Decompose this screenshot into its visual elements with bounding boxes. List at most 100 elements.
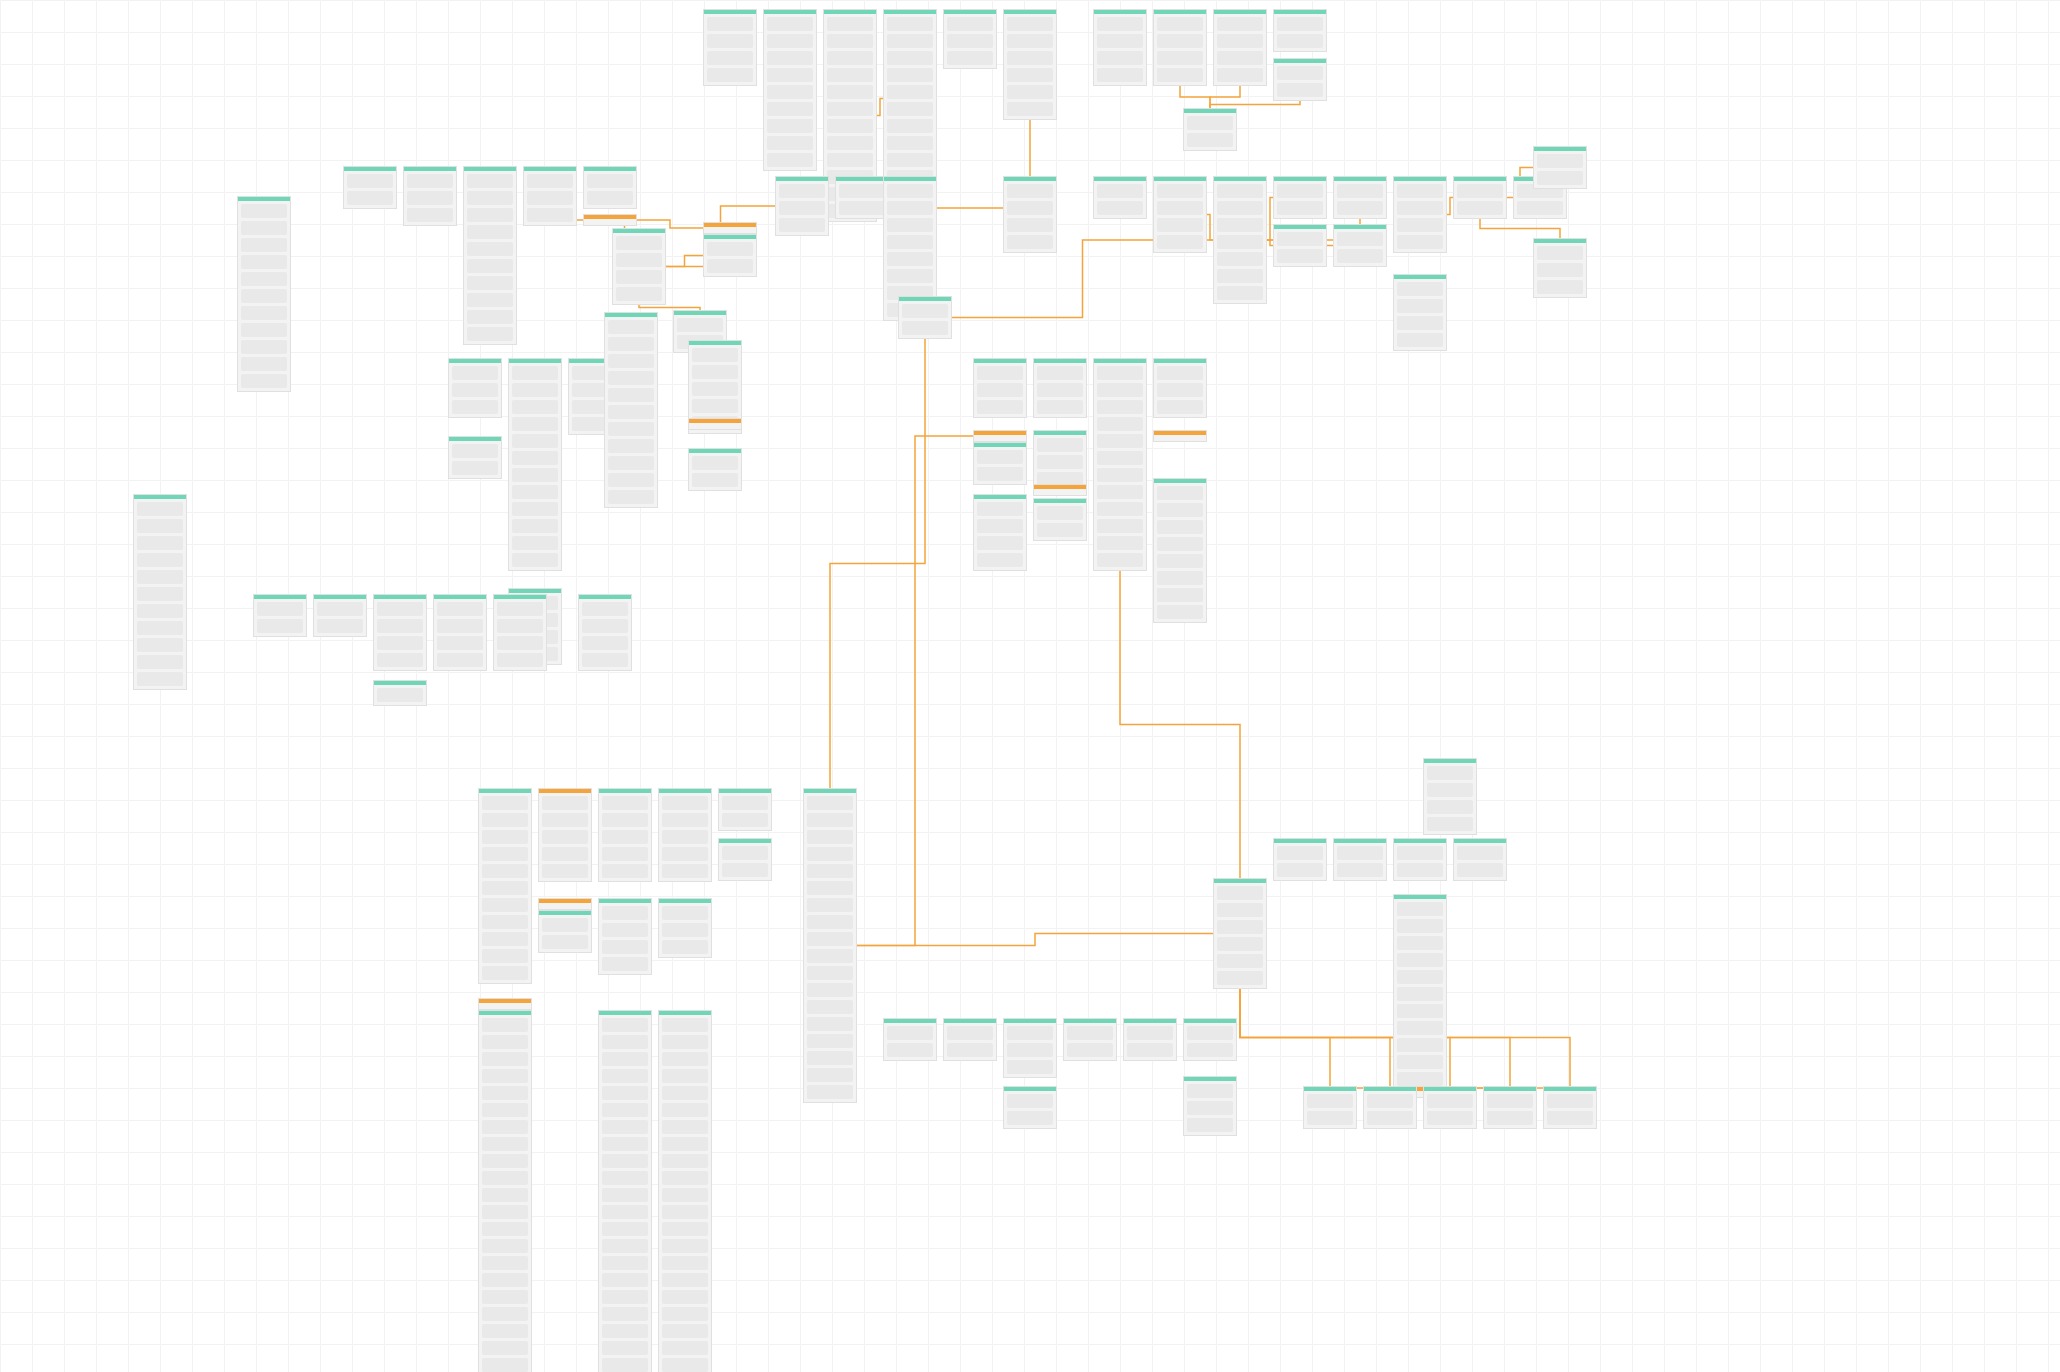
table-node[interactable] — [433, 594, 487, 671]
table-node[interactable] — [1213, 176, 1267, 304]
table-node[interactable] — [1003, 1086, 1057, 1129]
table-node[interactable] — [313, 594, 367, 637]
table-node[interactable] — [1363, 1086, 1417, 1129]
table-node[interactable] — [373, 594, 427, 671]
table-node[interactable] — [898, 296, 952, 339]
table-node[interactable] — [478, 1010, 532, 1372]
table-node[interactable] — [343, 166, 397, 209]
table-node[interactable] — [1453, 838, 1507, 881]
table-node[interactable] — [508, 358, 562, 571]
table-node[interactable] — [598, 1010, 652, 1372]
table-node[interactable] — [1153, 176, 1207, 253]
table-node[interactable] — [1393, 176, 1447, 253]
table-node[interactable] — [1393, 894, 1447, 1090]
table-node[interactable] — [1393, 274, 1447, 351]
table-node[interactable] — [1153, 430, 1207, 442]
table-node[interactable] — [463, 166, 517, 345]
table-node[interactable] — [1213, 878, 1267, 989]
table-node[interactable] — [538, 788, 592, 882]
table-node[interactable] — [775, 176, 829, 236]
diagram-canvas[interactable] — [0, 0, 2060, 1372]
table-node[interactable] — [373, 680, 427, 706]
table-node[interactable] — [1423, 1086, 1477, 1129]
table-node[interactable] — [703, 222, 757, 234]
table-node[interactable] — [133, 494, 187, 690]
table-node[interactable] — [403, 166, 457, 226]
table-node[interactable] — [658, 898, 712, 958]
table-node[interactable] — [448, 436, 502, 479]
table-node[interactable] — [883, 1018, 937, 1061]
table-node[interactable] — [763, 9, 817, 171]
table-node[interactable] — [1273, 9, 1327, 52]
table-node[interactable] — [448, 358, 502, 418]
table-node[interactable] — [1183, 1076, 1237, 1136]
table-node[interactable] — [538, 898, 592, 910]
table-node[interactable] — [1033, 484, 1087, 496]
table-node[interactable] — [1273, 58, 1327, 101]
table-node[interactable] — [1273, 838, 1327, 881]
table-node[interactable] — [1533, 238, 1587, 298]
table-node[interactable] — [658, 1010, 712, 1372]
table-node[interactable] — [1153, 478, 1207, 623]
table-node[interactable] — [973, 430, 1027, 442]
table-node[interactable] — [1183, 108, 1237, 151]
table-node[interactable] — [1033, 498, 1087, 541]
table-node[interactable] — [703, 9, 757, 86]
table-node[interactable] — [1273, 224, 1327, 267]
table-node[interactable] — [1453, 176, 1507, 219]
table-node[interactable] — [1033, 430, 1087, 490]
table-node[interactable] — [1153, 358, 1207, 418]
table-node[interactable] — [598, 898, 652, 975]
table-node[interactable] — [583, 166, 637, 209]
table-node[interactable] — [523, 166, 577, 226]
table-row — [977, 383, 1023, 397]
table-node[interactable] — [1093, 176, 1147, 219]
table-node[interactable] — [1423, 758, 1477, 835]
table-node[interactable] — [1533, 146, 1587, 189]
table-node[interactable] — [1483, 1086, 1537, 1129]
table-node[interactable] — [1543, 1086, 1597, 1129]
table-node[interactable] — [1003, 176, 1057, 253]
table-node[interactable] — [538, 910, 592, 953]
table-node[interactable] — [578, 594, 632, 671]
table-node[interactable] — [1033, 358, 1087, 418]
table-node[interactable] — [718, 838, 772, 881]
table-node[interactable] — [1063, 1018, 1117, 1061]
table-node[interactable] — [688, 418, 742, 430]
table-node[interactable] — [253, 594, 307, 637]
table-node[interactable] — [598, 788, 652, 882]
table-node[interactable] — [883, 9, 937, 188]
table-node[interactable] — [703, 234, 757, 277]
table-node[interactable] — [835, 176, 889, 219]
table-node[interactable] — [478, 788, 532, 984]
table-node[interactable] — [1333, 838, 1387, 881]
table-node[interactable] — [1273, 176, 1327, 219]
table-node[interactable] — [1303, 1086, 1357, 1129]
table-node[interactable] — [1333, 176, 1387, 219]
table-node[interactable] — [1213, 9, 1267, 86]
table-node[interactable] — [973, 442, 1027, 485]
table-node[interactable] — [478, 998, 532, 1010]
table-node[interactable] — [943, 9, 997, 69]
table-node[interactable] — [1003, 1018, 1057, 1078]
table-node[interactable] — [1123, 1018, 1177, 1061]
table-node[interactable] — [237, 196, 291, 392]
table-node[interactable] — [803, 788, 857, 1103]
table-node[interactable] — [718, 788, 772, 831]
table-node[interactable] — [658, 788, 712, 882]
table-node[interactable] — [1333, 224, 1387, 267]
table-node[interactable] — [1153, 9, 1207, 86]
table-node[interactable] — [973, 358, 1027, 418]
table-node[interactable] — [1003, 9, 1057, 120]
table-node[interactable] — [943, 1018, 997, 1061]
table-node[interactable] — [1093, 358, 1147, 571]
table-node[interactable] — [1093, 9, 1147, 86]
table-node[interactable] — [604, 312, 658, 508]
table-node[interactable] — [583, 214, 637, 226]
table-node[interactable] — [1393, 838, 1447, 881]
table-node[interactable] — [973, 494, 1027, 571]
table-node[interactable] — [1183, 1018, 1237, 1061]
table-node[interactable] — [612, 228, 666, 305]
table-node[interactable] — [688, 448, 742, 491]
table-node[interactable] — [493, 594, 547, 671]
